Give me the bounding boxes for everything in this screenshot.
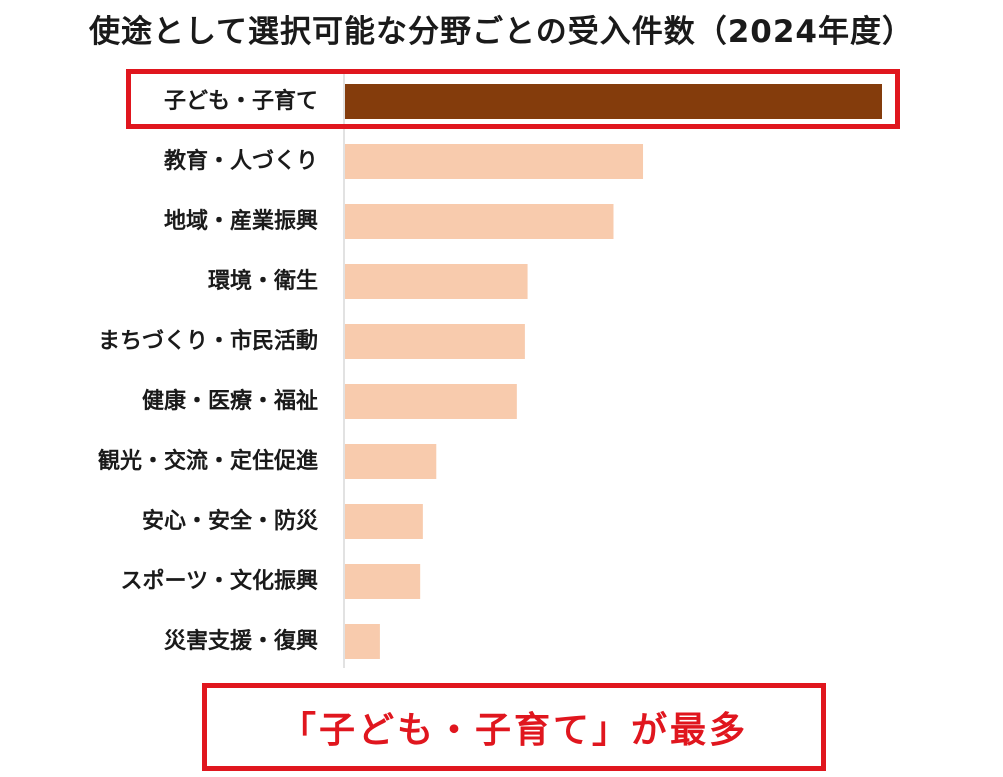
category-label-2: 教育・人づくり (164, 148, 318, 174)
category-label-4: 環境・衛生 (208, 268, 318, 294)
bar-1 (345, 84, 882, 119)
bar-4 (345, 264, 528, 299)
bar-3 (345, 204, 614, 239)
callout-box: 「子ども・子育て」が最多 (202, 683, 826, 771)
bar-8 (345, 504, 423, 539)
bar-5 (345, 324, 525, 359)
category-label-10: 災害支援・復興 (164, 628, 318, 654)
bar-2 (345, 144, 644, 179)
bar-7 (345, 444, 437, 479)
category-label-9: スポーツ・文化振興 (120, 568, 318, 594)
category-label-8: 安心・安全・防災 (142, 508, 319, 534)
category-label-5: まちづくり・市民活動 (98, 328, 318, 354)
bar-9 (345, 564, 421, 599)
category-label-1: 子ども・子育て (164, 88, 318, 114)
category-label-6: 健康・医療・福祉 (142, 388, 318, 414)
chart-title: 使途として選択可能な分野ごとの受入件数（2024年度） (88, 14, 915, 50)
highlight-frame (126, 69, 900, 129)
bar-10 (345, 624, 380, 659)
callout-text: 「子ども・子育て」が最多 (279, 710, 748, 751)
category-label-3: 地域・産業振興 (164, 208, 318, 234)
bar-6 (345, 384, 517, 419)
category-label-7: 観光・交流・定住促進 (98, 448, 318, 474)
